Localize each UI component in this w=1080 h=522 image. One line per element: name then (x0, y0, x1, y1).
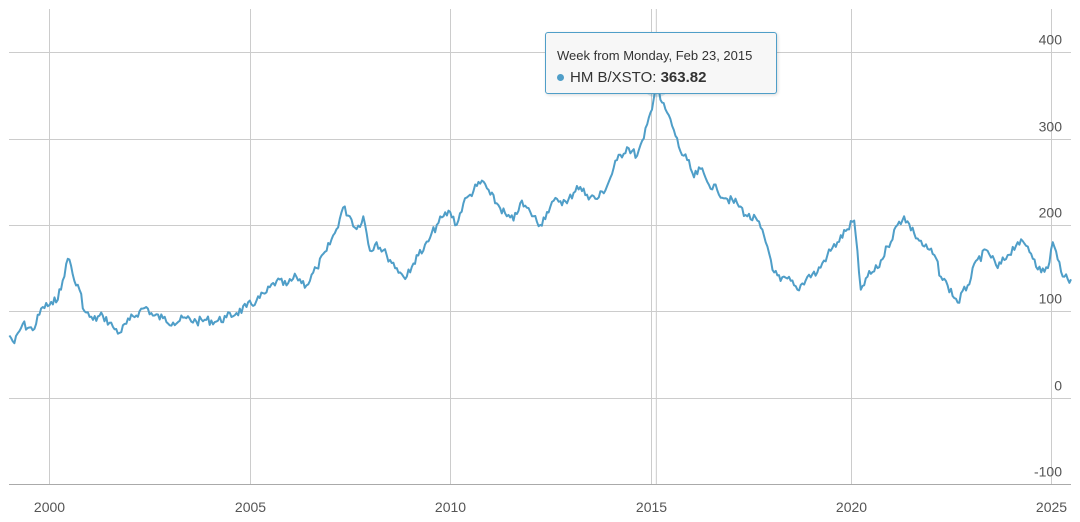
y-tick-label: 200 (1039, 205, 1063, 221)
y-tick-label: 400 (1039, 32, 1063, 48)
x-tick-label: 2020 (836, 499, 867, 515)
y-tick-label: 0 (1054, 378, 1062, 394)
tooltip: Week from Monday, Feb 23, 2015 HM B/XSTO… (545, 32, 777, 94)
y-axis-tick-labels: -100 0 100 200 300 400 (1034, 32, 1062, 480)
x-tick-label: 2010 (435, 499, 466, 515)
x-tick-label: 2015 (636, 499, 667, 515)
x-tick-label: 2025 (1036, 499, 1067, 515)
y-tick-label: -100 (1034, 464, 1062, 480)
series-line-hm-b-xsto[interactable] (8, 82, 1072, 345)
y-tick-label: 300 (1039, 119, 1063, 135)
tooltip-date: Week from Monday, Feb 23, 2015 (557, 48, 753, 63)
series-dot-icon (557, 73, 564, 81)
x-tick-label: 2000 (34, 499, 65, 515)
tooltip-series-name: HM B/XSTO: (570, 69, 657, 86)
y-tick-label: 100 (1039, 291, 1063, 307)
x-axis-tick-labels: 2000 2005 2010 2015 2020 2025 (34, 499, 1067, 515)
tooltip-value: 363.82 (660, 69, 707, 86)
chart-grid (9, 9, 1071, 485)
tooltip-series-row: HM B/XSTO: 363.82 (557, 69, 706, 86)
x-tick-label: 2005 (235, 499, 266, 515)
